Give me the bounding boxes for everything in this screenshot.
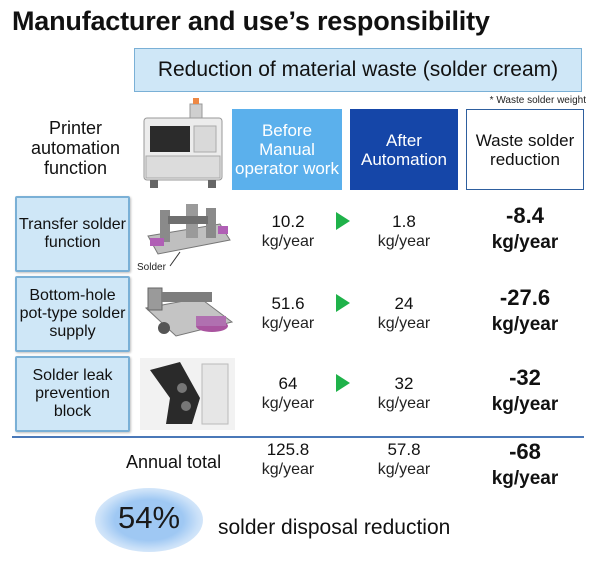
total-before-unit: kg/year bbox=[261, 461, 315, 478]
row1-reduction-value: -8.4 bbox=[506, 203, 544, 228]
page-title: Manufacturer and use’s responsibility bbox=[12, 6, 490, 36]
function-solder-leak-block: Solder leak prevention block bbox=[15, 356, 130, 432]
total-before: 125.8 kg/year bbox=[248, 440, 328, 480]
header-printer-function: Printer automation function bbox=[30, 118, 121, 178]
row3-after-unit: kg/year bbox=[377, 395, 431, 412]
printer-machine-image bbox=[143, 98, 223, 188]
row3-before-unit: kg/year bbox=[261, 395, 315, 412]
header-waste-reduction: Waste solder reduction bbox=[466, 109, 584, 190]
row1-after-value: 1.8 bbox=[392, 212, 416, 231]
row3-after-value: 32 bbox=[394, 374, 414, 393]
function-transfer-solder: Transfer solder function bbox=[15, 196, 130, 272]
row3-reduction-unit: kg/year bbox=[491, 394, 559, 415]
arrow-right-icon bbox=[336, 374, 350, 392]
row2-reduction: -27.6 kg/year bbox=[466, 284, 584, 338]
total-after: 57.8 kg/year bbox=[364, 440, 444, 480]
row2-before: 51.6 kg/year bbox=[248, 294, 328, 334]
arrow-right-icon bbox=[336, 294, 350, 312]
percent-glow-badge bbox=[95, 488, 203, 552]
row2-after: 24 kg/year bbox=[364, 294, 444, 334]
row2-after-value: 24 bbox=[394, 294, 414, 313]
row2-reduction-value: -27.6 bbox=[499, 285, 551, 310]
total-reduction: -68 kg/year bbox=[466, 438, 584, 492]
row3-before: 64 kg/year bbox=[248, 374, 328, 414]
transfer-solder-image bbox=[147, 204, 231, 267]
leak-prevention-block-image bbox=[140, 358, 235, 430]
row1-reduction-unit: kg/year bbox=[491, 232, 559, 253]
row2-after-unit: kg/year bbox=[377, 315, 431, 332]
row3-reduction-value: -32 bbox=[509, 365, 541, 390]
reduction-summary-label: solder disposal reduction bbox=[218, 516, 451, 539]
pot-solder-supply-image bbox=[144, 287, 234, 337]
function-bottom-hole-pot: Bottom-hole pot-type solder supply bbox=[15, 276, 130, 352]
subtitle-banner: Reduction of material waste (solder crea… bbox=[134, 48, 582, 92]
total-reduction-value: -68 bbox=[509, 439, 541, 464]
row3-reduction: -32 kg/year bbox=[466, 364, 584, 418]
header-after: After Automation bbox=[350, 109, 458, 190]
header-before: Before Manual operator work bbox=[232, 109, 342, 190]
row2-reduction-unit: kg/year bbox=[491, 314, 559, 335]
row2-before-unit: kg/year bbox=[261, 315, 315, 332]
total-before-value: 125.8 bbox=[266, 440, 310, 459]
reduction-percent: 54% bbox=[117, 500, 181, 535]
total-after-value: 57.8 bbox=[387, 440, 421, 459]
row1-reduction: -8.4 kg/year bbox=[466, 202, 584, 256]
row2-before-value: 51.6 bbox=[271, 294, 305, 313]
row1-before-value: 10.2 bbox=[271, 212, 305, 231]
total-reduction-unit: kg/year bbox=[491, 468, 559, 489]
row1-after: 1.8 kg/year bbox=[364, 212, 444, 252]
solder-callout-label: Solder bbox=[137, 262, 166, 273]
footnote-waste-weight: * Waste solder weight bbox=[489, 95, 586, 106]
divider-line bbox=[12, 436, 584, 438]
row3-before-value: 64 bbox=[278, 374, 298, 393]
row1-before: 10.2 kg/year bbox=[248, 212, 328, 252]
arrow-right-icon bbox=[336, 212, 350, 230]
row1-before-unit: kg/year bbox=[261, 233, 315, 250]
annual-total-label: Annual total bbox=[126, 452, 222, 472]
total-after-unit: kg/year bbox=[377, 461, 431, 478]
row1-after-unit: kg/year bbox=[377, 233, 431, 250]
row3-after: 32 kg/year bbox=[364, 374, 444, 414]
